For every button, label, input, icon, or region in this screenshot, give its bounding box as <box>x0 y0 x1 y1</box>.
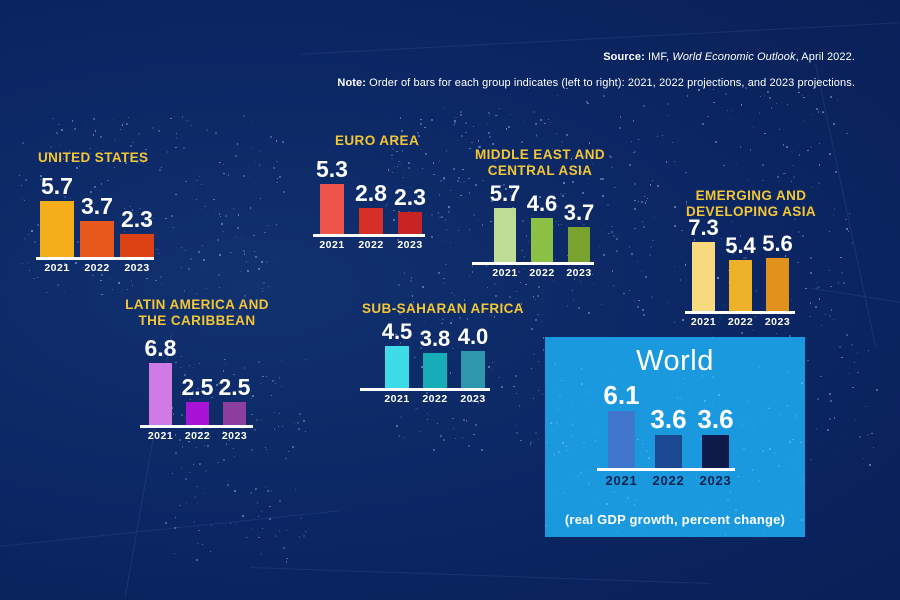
value-label: 5.4 <box>725 233 756 258</box>
value-label: 3.7 <box>81 193 113 219</box>
value-label: 3.8 <box>419 326 451 351</box>
year-label: 2021 <box>690 316 717 328</box>
value-label: 2.3 <box>394 184 426 210</box>
value-label: 3.6 <box>650 404 687 434</box>
axis-baseline <box>140 425 253 428</box>
bar-2022 <box>655 435 682 468</box>
bar-2021 <box>320 184 344 234</box>
value-label: 5.7 <box>41 173 73 199</box>
value-label: 4.5 <box>381 319 413 344</box>
value-label: 5.6 <box>762 231 793 256</box>
value-label: 5.7 <box>489 181 521 206</box>
year-label: 2021 <box>384 393 410 405</box>
value-label: 2.5 <box>218 374 251 400</box>
axis-baseline <box>36 257 154 260</box>
note-text: Order of bars for each group indicates (… <box>366 77 855 89</box>
region-title: UNITED STATES <box>38 150 149 165</box>
value-label: 4.0 <box>457 324 489 349</box>
bar-2021 <box>608 411 635 468</box>
source-publication: World Economic Outlook <box>672 51 796 63</box>
axis-baseline <box>360 388 490 391</box>
region-title: SUB-SAHARAN AFRICA <box>362 301 524 316</box>
year-label: 2022 <box>727 316 754 328</box>
bar-2023 <box>461 351 485 388</box>
year-label: 2021 <box>44 262 70 274</box>
year-label: 2022 <box>422 393 448 405</box>
value-label: 6.8 <box>144 335 177 361</box>
world-panel-title: World <box>636 345 714 377</box>
value-label: 7.3 <box>688 215 719 240</box>
world-panel-caption: (real GDP growth, percent change) <box>564 512 786 527</box>
bar-2022 <box>80 221 114 257</box>
region-title: EURO AREA <box>335 133 420 148</box>
bar-2023 <box>568 227 590 262</box>
year-label: 2022 <box>184 430 211 442</box>
value-label: 6.1 <box>603 380 640 410</box>
value-label: 3.7 <box>563 200 595 225</box>
year-label: 2023 <box>397 239 423 251</box>
axis-baseline <box>597 468 735 471</box>
bar-2022 <box>531 218 553 262</box>
bar-2022 <box>359 208 383 234</box>
bar-2021 <box>692 242 715 311</box>
year-label: 2023 <box>566 267 592 279</box>
bar-2022 <box>186 402 209 425</box>
value-label: 5.3 <box>316 156 348 182</box>
value-label: 2.3 <box>121 206 153 232</box>
year-label: 2021 <box>147 430 174 442</box>
region-title: EMERGING AND DEVELOPING ASIA <box>685 188 817 219</box>
axis-baseline <box>313 234 425 237</box>
bar-2023 <box>702 435 729 468</box>
year-label: 2022 <box>358 239 384 251</box>
bar-2021 <box>40 201 74 257</box>
year-label: 2023 <box>460 393 486 405</box>
year-label: 2021 <box>492 267 518 279</box>
bar-2021 <box>385 346 409 388</box>
source-label: Source: <box>603 51 645 63</box>
year-label: 2023 <box>764 316 791 328</box>
note-label: Note: <box>337 77 367 89</box>
value-label: 2.8 <box>355 180 387 206</box>
source-text: IMF, <box>644 51 673 63</box>
year-label: 2023 <box>699 473 732 488</box>
world-panel: World (real GDP growth, percent change) … <box>545 337 805 537</box>
year-label: 2023 <box>124 262 150 274</box>
value-label: 3.6 <box>697 404 734 434</box>
note-line: Note: Order of bars for each group indic… <box>337 77 855 89</box>
bar-2023 <box>223 402 246 425</box>
year-label: 2023 <box>221 430 248 442</box>
value-label: 4.6 <box>526 191 558 216</box>
bar-2021 <box>149 363 172 425</box>
axis-baseline <box>685 311 795 314</box>
bar-2023 <box>398 212 422 234</box>
bar-2022 <box>729 260 752 311</box>
year-label: 2022 <box>529 267 555 279</box>
value-label: 2.5 <box>181 374 214 400</box>
source-line: Source: IMF, World Economic Outlook, Apr… <box>603 51 855 63</box>
year-label: 2021 <box>605 473 638 488</box>
year-label: 2022 <box>652 473 685 488</box>
bar-2021 <box>494 208 516 262</box>
region-title: MIDDLE EAST AND CENTRAL ASIA <box>475 147 605 178</box>
region-title: LATIN AMERICA AND THE CARIBBEAN <box>125 297 269 328</box>
bar-2023 <box>766 258 789 311</box>
year-label: 2021 <box>319 239 345 251</box>
year-label: 2022 <box>84 262 110 274</box>
axis-baseline <box>472 262 594 265</box>
bar-2023 <box>120 234 154 257</box>
source-date: , April 2022. <box>795 51 855 63</box>
bar-2022 <box>423 353 447 388</box>
